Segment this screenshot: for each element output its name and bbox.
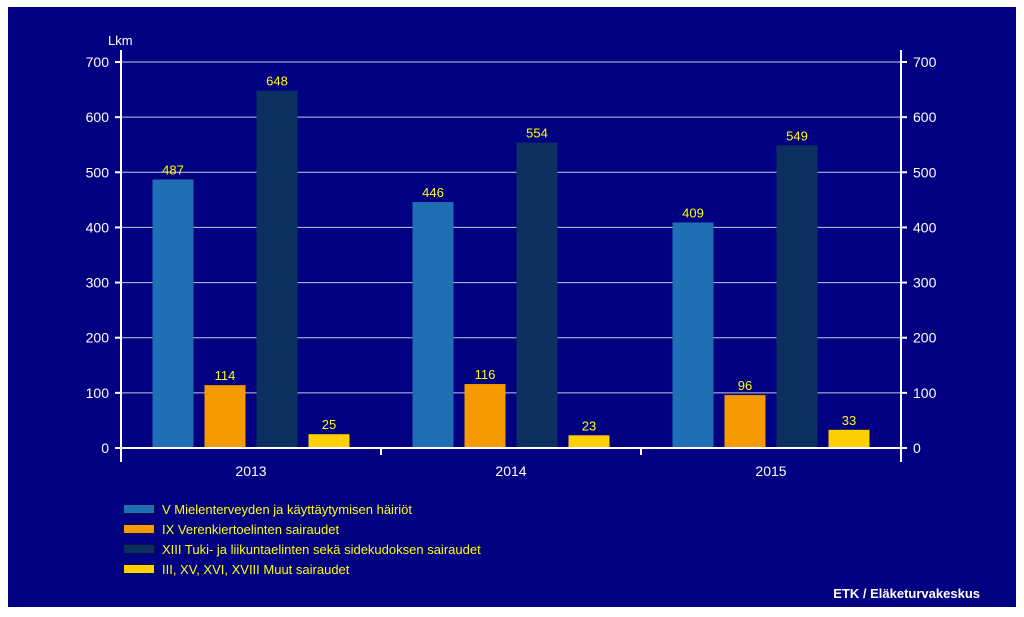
legend-item-musculoskeletal: XIII Tuki- ja liikuntaelinten sekä sidek… <box>123 539 481 559</box>
bar <box>724 395 766 448</box>
bar <box>828 429 870 448</box>
bar <box>516 142 558 448</box>
data-label: 23 <box>582 418 596 433</box>
y-tick-label-left: 200 <box>86 330 110 346</box>
y-tick-label-right: 300 <box>913 275 937 291</box>
y-unit-label: Lkm <box>108 33 133 48</box>
y-tick-label-left: 700 <box>86 54 110 70</box>
data-label: 114 <box>215 368 236 383</box>
y-tick-label-right: 600 <box>913 109 937 125</box>
legend-swatch-other <box>123 564 155 574</box>
y-tick-label-right: 200 <box>913 330 937 346</box>
data-label: 33 <box>842 413 856 428</box>
legend-swatch-mental <box>123 504 155 514</box>
data-label: 116 <box>475 367 496 382</box>
legend-item-mental: V Mielenterveyden ja käyttäytymisen häir… <box>123 499 481 519</box>
data-label: 648 <box>266 74 288 89</box>
bar <box>412 202 454 448</box>
source-label: ETK / Eläketurvakeskus <box>833 586 980 601</box>
bar <box>308 434 350 448</box>
y-tick-label-left: 400 <box>86 219 110 235</box>
y-tick-label-left: 500 <box>86 164 110 180</box>
data-label: 446 <box>422 185 444 200</box>
legend: V Mielenterveyden ja käyttäytymisen häir… <box>123 499 481 579</box>
bar <box>672 222 714 448</box>
y-tick-label-right: 400 <box>913 219 937 235</box>
y-tick-label-right: 0 <box>913 440 921 456</box>
data-label: 549 <box>786 128 808 143</box>
y-tick-label-left: 0 <box>101 440 109 456</box>
y-tick-label-left: 300 <box>86 275 110 291</box>
bar <box>204 385 246 448</box>
legend-item-other: III, XV, XVI, XVIII Muut sairaudet <box>123 559 481 579</box>
y-tick-label-right: 100 <box>913 385 937 401</box>
legend-label-mental: V Mielenterveyden ja käyttäytymisen häir… <box>162 501 413 517</box>
y-tick-label-right: 500 <box>913 164 937 180</box>
legend-swatch-circulatory <box>123 524 155 534</box>
legend-label-circulatory: IX Verenkiertoelinten sairaudet <box>162 521 340 537</box>
data-label: 487 <box>162 162 184 177</box>
legend-label-other: III, XV, XVI, XVIII Muut sairaudet <box>162 561 350 577</box>
legend-label-musculoskeletal: XIII Tuki- ja liikuntaelinten sekä sidek… <box>162 541 481 557</box>
bar <box>152 179 194 448</box>
bar <box>464 384 506 448</box>
bar <box>568 435 610 448</box>
data-label: 554 <box>526 126 548 141</box>
x-tick-label: 2014 <box>495 463 526 479</box>
y-tick-label-left: 600 <box>86 109 110 125</box>
y-tick-label-right: 700 <box>913 54 937 70</box>
y-tick-label-left: 100 <box>86 385 110 401</box>
x-tick-label: 2013 <box>235 463 266 479</box>
legend-swatch-musculoskeletal <box>123 544 155 554</box>
legend-item-circulatory: IX Verenkiertoelinten sairaudet <box>123 519 481 539</box>
data-label: 25 <box>322 417 336 432</box>
bar <box>776 145 818 448</box>
data-label: 409 <box>682 205 704 220</box>
data-label: 96 <box>738 378 752 393</box>
x-tick-label: 2015 <box>755 463 786 479</box>
bar <box>256 90 298 448</box>
